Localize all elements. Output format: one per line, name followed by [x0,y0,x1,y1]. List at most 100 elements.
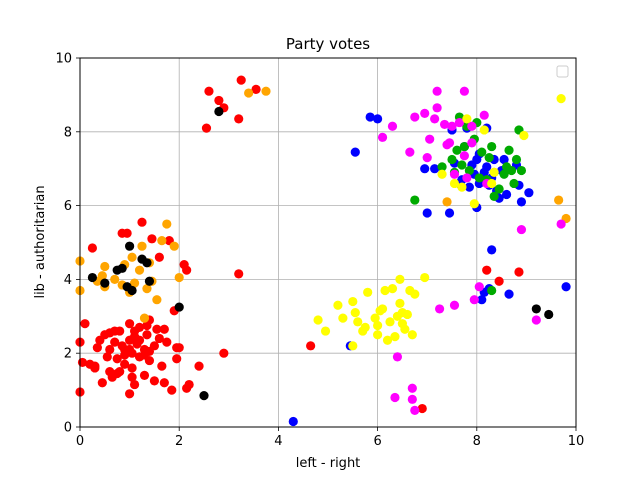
data-point [127,285,137,296]
data-point [105,328,115,338]
data-point [234,114,244,124]
x-tick-label: 0 [76,434,84,449]
data-point [105,344,115,355]
data-point [110,274,120,284]
data-point [405,147,415,157]
data-point [134,265,145,275]
data-point [149,376,159,386]
data-point [387,284,398,294]
data-point [472,154,482,165]
data-point [377,132,388,142]
data-point [499,154,509,165]
data-point [338,313,348,323]
x-tick-label: 4 [274,434,282,449]
data-point [392,352,403,362]
data-point [390,392,400,403]
data-point [172,354,182,364]
data-point [174,343,184,353]
data-point [127,372,137,382]
data-point [100,278,110,288]
data-point [129,379,140,390]
data-point [169,241,179,251]
data-point [214,106,224,117]
data-point [410,112,420,122]
data-point [261,86,271,96]
data-point [501,189,512,200]
data-point [439,119,450,130]
data-point [120,359,130,369]
data-point [144,276,155,286]
data-point [390,331,400,342]
data-point [425,134,435,144]
data-point [407,383,417,393]
data-point [288,416,298,427]
data-point [464,165,474,176]
data-point [159,378,169,388]
data-point [350,308,360,318]
data-point [97,378,107,388]
data-point [199,391,209,401]
data-point [494,184,504,194]
data-point [348,296,358,307]
data-point [479,110,489,120]
data-point [459,86,469,96]
data-point [201,123,212,133]
data-point [524,188,534,198]
data-point [120,350,130,360]
data-point [333,300,343,310]
data-point [219,348,229,358]
data-point [410,195,420,205]
data-point [87,272,97,283]
data-point [380,285,390,296]
plot-frame [79,57,577,428]
data-point [447,121,457,131]
data-point [365,112,375,122]
data-point [363,287,373,297]
data-point [251,84,261,94]
data-point [320,326,331,336]
series-5 [377,86,566,415]
data-point [531,304,541,314]
data-point [516,224,527,235]
data-point [479,125,489,135]
data-point [435,304,445,314]
data-point [504,145,514,155]
data-point [504,289,514,299]
data-point [484,153,494,163]
data-point [499,169,509,179]
data-point [469,295,479,305]
data-point [430,164,440,174]
data-point [407,330,417,340]
x-tick-label: 2 [175,434,183,449]
y-tick-label: 8 [64,125,72,140]
data-point [432,86,442,96]
data-point [154,252,164,262]
data-point [516,197,527,207]
data-point [353,317,363,327]
data-point [87,243,97,253]
data-point [474,282,484,292]
data-point [117,263,127,273]
axis-ticks: 0 2 4 6 8 10 0 2 4 6 8 10 [55,52,584,450]
data-point [395,274,405,284]
data-point [430,114,440,124]
data-point [117,341,127,351]
data-point [464,182,474,192]
data-point [462,173,472,183]
data-point [489,191,499,201]
data-point [454,117,465,128]
data-point [194,361,204,371]
data-point [487,285,497,296]
data-point [385,317,395,327]
data-point [422,153,432,163]
data-point [544,309,554,320]
data-point [152,295,162,305]
data-point [122,228,132,238]
data-point [139,370,150,380]
data-point [375,306,385,316]
data-point [457,182,467,192]
data-point [400,324,410,334]
chart-title: Party votes [286,35,370,53]
data-point [467,138,477,148]
data-point [370,313,380,323]
